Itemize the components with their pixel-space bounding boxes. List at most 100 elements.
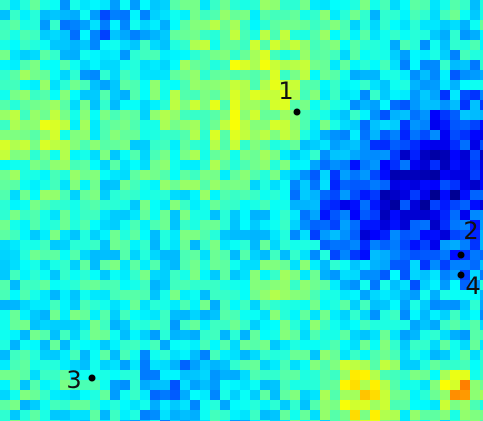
- heatmap-cell: [150, 100, 160, 110]
- heatmap-cell: [450, 100, 460, 110]
- heatmap-cell: [410, 260, 420, 270]
- heatmap-cell: [130, 60, 140, 70]
- heatmap-cell: [60, 380, 70, 390]
- heatmap-cell: [390, 180, 400, 190]
- heatmap-cell: [370, 40, 380, 50]
- heatmap-cell: [50, 290, 60, 300]
- heatmap-cell: [440, 380, 450, 390]
- heatmap-cell: [100, 140, 110, 150]
- heatmap-cell: [170, 400, 180, 410]
- heatmap-cell: [80, 380, 90, 390]
- heatmap-cell: [450, 130, 460, 140]
- heatmap-cell: [370, 370, 380, 380]
- heatmap-cell: [20, 350, 30, 360]
- heatmap-cell: [60, 210, 70, 220]
- heatmap-cell: [450, 170, 460, 180]
- heatmap-cell: [410, 30, 420, 40]
- heatmap-cell: [350, 110, 360, 120]
- heatmap-cell: [10, 330, 20, 340]
- heatmap-cell: [370, 320, 380, 330]
- heatmap-cell: [360, 10, 370, 20]
- heatmap-cell: [330, 190, 340, 200]
- heatmap-cell: [300, 250, 310, 260]
- heatmap-cell: [440, 230, 450, 240]
- heatmap-cell: [270, 260, 280, 270]
- heatmap-cell: [40, 50, 50, 60]
- heatmap-cell: [370, 150, 380, 160]
- heatmap-cell: [190, 350, 200, 360]
- heatmap-cell: [240, 160, 250, 170]
- heatmap-cell: [390, 240, 400, 250]
- heatmap-cell: [410, 100, 420, 110]
- heatmap-cell: [320, 360, 330, 370]
- heatmap-cell: [330, 290, 340, 300]
- heatmap-cell: [20, 70, 30, 80]
- heatmap-cell: [280, 250, 290, 260]
- heatmap-cell: [100, 270, 110, 280]
- heatmap-cell: [80, 260, 90, 270]
- heatmap-cell: [190, 20, 200, 30]
- heatmap-cell: [250, 340, 260, 350]
- heatmap-cell: [150, 150, 160, 160]
- heatmap-cell: [310, 210, 320, 220]
- heatmap-cell: [320, 160, 330, 170]
- heatmap-cell: [150, 290, 160, 300]
- heatmap-cell: [180, 140, 190, 150]
- heatmap-cell: [70, 160, 80, 170]
- heatmap-cell: [0, 250, 10, 260]
- heatmap-cell: [30, 0, 40, 10]
- heatmap-cell: [450, 360, 460, 370]
- heatmap-cell: [250, 360, 260, 370]
- heatmap-cell: [400, 300, 410, 310]
- heatmap-cell: [420, 380, 430, 390]
- heatmap-cell: [30, 230, 40, 240]
- heatmap-cell: [390, 20, 400, 30]
- heatmap-cell: [20, 240, 30, 250]
- heatmap-cell: [270, 80, 280, 90]
- heatmap-cell: [60, 30, 70, 40]
- heatmap-cell: [250, 80, 260, 90]
- heatmap-cell: [0, 140, 10, 150]
- heatmap-cell: [400, 150, 410, 160]
- heatmap-cell: [470, 310, 480, 320]
- heatmap-cell: [90, 0, 100, 10]
- heatmap-cell: [400, 280, 410, 290]
- heatmap-cell: [330, 30, 340, 40]
- heatmap-cell: [420, 280, 430, 290]
- heatmap-cell: [240, 210, 250, 220]
- heatmap-cell: [110, 310, 120, 320]
- heatmap-cell: [470, 330, 480, 340]
- heatmap-cell: [310, 360, 320, 370]
- heatmap-cell: [190, 190, 200, 200]
- heatmap-cell: [150, 230, 160, 240]
- heatmap-cell: [10, 340, 20, 350]
- heatmap-cell: [370, 70, 380, 80]
- heatmap-cell: [250, 250, 260, 260]
- heatmap-cell: [400, 230, 410, 240]
- heatmap-cell: [290, 200, 300, 210]
- heatmap-cell: [330, 230, 340, 240]
- heatmap-cell: [130, 290, 140, 300]
- heatmap-cell: [70, 150, 80, 160]
- heatmap-cell: [450, 180, 460, 190]
- heatmap-cell: [220, 120, 230, 130]
- heatmap-cell: [370, 60, 380, 70]
- heatmap-cell: [220, 170, 230, 180]
- heatmap-cell: [310, 100, 320, 110]
- heatmap-cell: [100, 300, 110, 310]
- heatmap-cell: [60, 290, 70, 300]
- heatmap-cell: [160, 170, 170, 180]
- heatmap-cell: [260, 150, 270, 160]
- heatmap-cell: [250, 180, 260, 190]
- heatmap-cell: [150, 300, 160, 310]
- heatmap-cell: [200, 410, 210, 420]
- heatmap-cell: [100, 350, 110, 360]
- heatmap-cell: [440, 310, 450, 320]
- heatmap-cell: [80, 140, 90, 150]
- heatmap-cell: [440, 70, 450, 80]
- heatmap-cell: [360, 230, 370, 240]
- heatmap-cell: [380, 320, 390, 330]
- heatmap-cell: [260, 350, 270, 360]
- heatmap-cell: [250, 230, 260, 240]
- heatmap-cell: [280, 150, 290, 160]
